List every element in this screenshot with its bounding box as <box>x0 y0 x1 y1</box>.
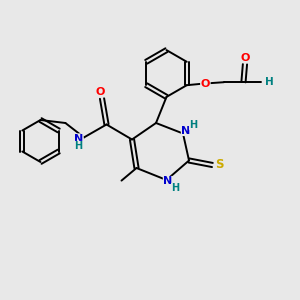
Text: N: N <box>74 134 83 144</box>
Text: H: H <box>171 183 180 194</box>
Text: H: H <box>189 119 198 130</box>
Text: N: N <box>182 125 190 136</box>
Text: O: O <box>240 52 250 63</box>
Text: O: O <box>201 79 210 89</box>
Text: N: N <box>164 176 172 187</box>
Text: H: H <box>74 141 83 152</box>
Text: O: O <box>96 87 105 97</box>
Text: H: H <box>266 76 274 87</box>
Text: S: S <box>215 158 223 172</box>
